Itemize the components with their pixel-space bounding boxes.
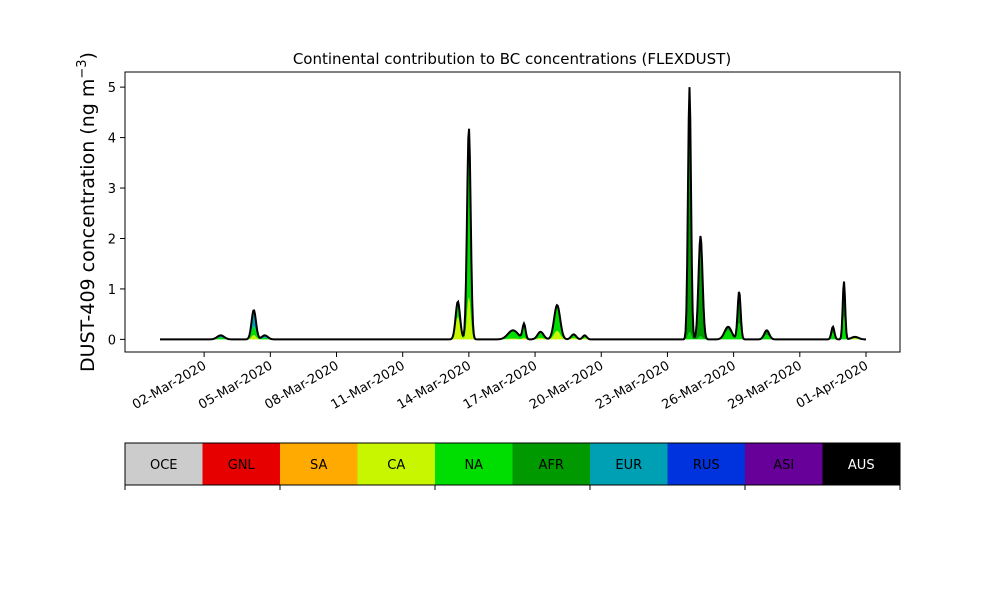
colorbar-label-eur: EUR: [615, 458, 642, 473]
y-tick-label: 2: [108, 232, 116, 247]
colorbar-swatch-sa: [280, 443, 358, 485]
y-tick-label: 1: [108, 283, 116, 298]
colorbar-label-asi: ASI: [773, 458, 794, 473]
x-tick-label: 02-Mar-2020: [130, 358, 209, 412]
y-tick-label: 5: [108, 81, 116, 96]
x-tick-label: 14-Mar-2020: [395, 358, 474, 412]
total-concentration-line: [160, 87, 867, 341]
stacked-area-layers: [160, 87, 866, 340]
colorbar-swatch-asi: [745, 443, 823, 485]
x-tick-label: 05-Mar-2020: [196, 358, 275, 412]
colorbar-label-na: NA: [464, 458, 483, 473]
colorbar-swatch-oce: [125, 443, 203, 485]
area-layer-na: [160, 128, 866, 340]
x-axis-ticks: 02-Mar-202005-Mar-202008-Mar-202011-Mar-…: [130, 352, 871, 413]
x-tick-label: 11-Mar-2020: [329, 358, 408, 412]
x-tick-label: 29-Mar-2020: [726, 358, 805, 412]
x-tick-label: 01-Apr-2020: [794, 358, 871, 411]
region-colorbar-legend: OCE GNL SA CA NA AFR EUR RUS ASI AUS: [124, 442, 901, 490]
colorbar-swatch-na: [435, 443, 513, 485]
x-tick-label: 26-Mar-2020: [659, 358, 738, 412]
colorbar-label-aus: AUS: [848, 458, 875, 473]
y-axis-ticks: 0 1 2 3 4 5: [108, 81, 125, 348]
colorbar-swatch-ca: [357, 443, 436, 485]
area-layer-asi: [160, 87, 866, 340]
x-tick-label: 20-Mar-2020: [527, 358, 606, 412]
colorbar-swatch-rus: [667, 443, 746, 485]
colorbar-label-rus: RUS: [693, 458, 720, 473]
colorbar-swatch-aus: [822, 443, 901, 485]
y-tick-label: 0: [108, 333, 116, 348]
colorbar-swatch-eur: [590, 443, 668, 485]
area-layer-aus: [160, 87, 866, 340]
colorbar-label-gnl: GNL: [228, 458, 256, 473]
x-tick-label: 23-Mar-2020: [593, 358, 672, 412]
area-layer-rus: [160, 87, 866, 340]
colorbar-swatch-gnl: [202, 443, 281, 485]
plot-frame: [124, 71, 901, 353]
x-tick-label: 17-Mar-2020: [461, 358, 540, 412]
colorbar-frame: [124, 442, 901, 486]
area-layer-afr: [160, 87, 866, 340]
colorbar-label-oce: OCE: [150, 458, 178, 473]
colorbar-label-ca: CA: [387, 458, 405, 473]
y-tick-label: 3: [108, 182, 116, 197]
y-axis-label-close: ): [77, 52, 99, 59]
x-tick-label: 08-Mar-2020: [262, 358, 341, 412]
y-axis-label: DUST-409 concentration (ng m−3): [75, 52, 99, 372]
colorbar-label-sa: SA: [310, 458, 327, 473]
y-tick-label: 4: [108, 132, 116, 147]
chart-title: Continental contribution to BC concentra…: [293, 50, 731, 68]
colorbar-swatch-afr: [512, 443, 591, 485]
area-layer-eur: [160, 87, 866, 340]
colorbar-label-afr: AFR: [539, 458, 564, 473]
y-axis-label-exponent: −3: [75, 59, 90, 78]
y-axis-label-main: DUST-409 concentration (ng m: [77, 79, 99, 372]
